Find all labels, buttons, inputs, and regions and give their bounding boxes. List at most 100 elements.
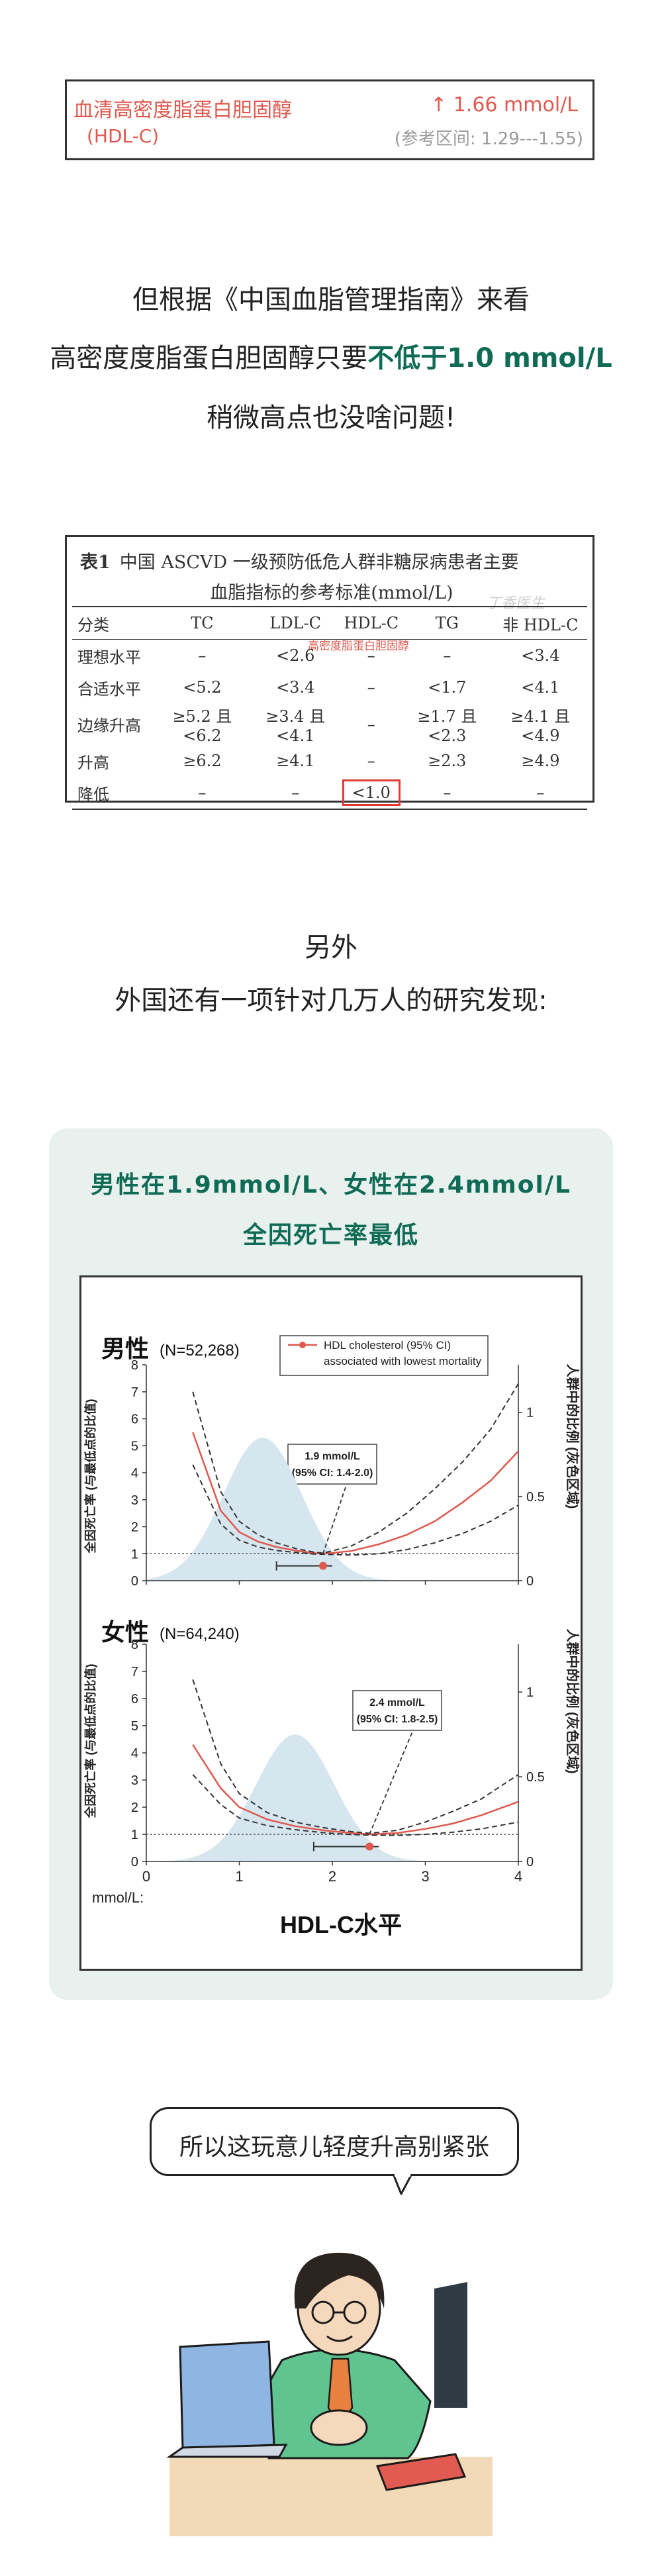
men-y-tick-label: 4 <box>131 1466 138 1481</box>
men-ci-line <box>192 1464 519 1556</box>
men-population-area <box>146 1437 518 1581</box>
table-cell: ≥4.1 且<4.9 <box>510 707 571 745</box>
x-tick-label: 2 <box>328 1868 336 1885</box>
women-y-tick-label: 7 <box>131 1665 138 1679</box>
women-y2-axis-label: 人群中的比例 (灰色区域) <box>565 1629 581 1774</box>
women-y-tick-label: 3 <box>131 1773 138 1788</box>
study-panel: 男性在1.9mmol/L、女性在2.4mmol/L 全因死亡率最低 男性 (N=… <box>49 1128 613 2000</box>
intro-line-2-text: 高密度度脂蛋白胆固醇只要 <box>50 343 368 373</box>
header-hdl: HDL-C <box>344 614 399 632</box>
men-annotation-arrow <box>322 1485 347 1554</box>
table-cell: ≥4.9 <box>521 752 560 770</box>
x-tick-label: 3 <box>421 1868 429 1885</box>
men-y2-tick-label: 0.5 <box>526 1490 545 1505</box>
transition-line-2: 外国还有一项针对几万人的研究发现: <box>115 985 547 1016</box>
table-cell: ≥5.2 且<6.2 <box>172 707 232 745</box>
women-annotation-arrow <box>369 1731 413 1835</box>
men-y-axis-label: 全因死亡率 (与最低点的比值) <box>83 1399 97 1554</box>
speech-bubble-text: 所以这玩意儿轻度升高别紧张 <box>179 2134 489 2161</box>
x-tick-label: 1 <box>235 1868 243 1885</box>
men-annotation-line-1: 1.9 mmol/L <box>305 1451 360 1462</box>
table-row: 理想水平 – <2.6 – – <3.4 <box>72 640 587 672</box>
lab-reference-range: (参考区间: 1.29---1.55) <box>394 129 583 149</box>
men-y-tick-label: 5 <box>131 1439 138 1454</box>
header-non-hdl: 非 HDL-C <box>502 615 579 634</box>
study-title-2: 全因死亡率最低 <box>242 1222 419 1249</box>
legend-marker <box>299 1342 306 1348</box>
women-optimum-marker <box>365 1842 374 1851</box>
table-row: 升高 ≥6.2 ≥4.1 – ≥2.3 ≥4.9 <box>72 745 587 777</box>
x-tick-label: 0 <box>142 1868 150 1885</box>
men-y-tick-label: 1 <box>131 1547 138 1561</box>
table-row: 降低 – – <1.0 – – <box>72 777 587 809</box>
men-y-tick-label: 6 <box>131 1412 138 1427</box>
women-y2-tick-label: 0 <box>526 1855 534 1869</box>
table-cell: – <box>367 715 375 734</box>
women-y-axis-label: 全因死亡率 (与最低点的比值) <box>83 1664 97 1819</box>
men-label: 男性 <box>101 1335 149 1362</box>
women-y2-tick-label: 1 <box>526 1685 534 1700</box>
intro-line-2: 高密度度脂蛋白胆固醇只要不低于1.0 mmol/L <box>0 336 662 375</box>
table-cell: ≥2.3 <box>428 752 467 770</box>
x-unit-label: mmol/L: <box>92 1889 144 1906</box>
lab-test-value: ↑ 1.66 mmol/L <box>430 93 578 117</box>
mortality-chart-figure: 男性 (N=52,268) HDL cholesterol (95% CI) a… <box>79 1275 583 1971</box>
women-label: 女性 <box>101 1618 149 1646</box>
hdl-low-highlight: <1.0 <box>342 779 401 806</box>
women-y-tick-label: 5 <box>131 1719 138 1734</box>
table-cell: <3.4 <box>521 646 560 665</box>
women-n: (N=64,240) <box>160 1625 240 1643</box>
table-cell: <1.7 <box>428 678 467 697</box>
table-cell: – <box>367 678 375 697</box>
table-cell: <4.1 <box>521 678 560 697</box>
men-y-tick-label: 3 <box>131 1493 138 1508</box>
chair-icon <box>434 2282 467 2408</box>
transition-line-1: 另外 <box>305 932 357 963</box>
intro-line-3: 稍微高点也没啥问题! <box>206 403 456 433</box>
men-optimum-marker <box>318 1561 327 1570</box>
x-tick-label: 4 <box>514 1868 522 1885</box>
table-title: 中国 ASCVD 一级预防低危人群非糖尿病患者主要 <box>119 552 519 573</box>
women-annotation-line-1: 2.4 mmol/L <box>369 1697 425 1709</box>
table-cell: 理想水平 <box>77 648 141 667</box>
book-icon <box>375 2453 467 2491</box>
table-caption: 表1 中国 ASCVD 一级预防低危人群非糖尿病患者主要 血脂指标的参考标准(mm… <box>80 548 583 609</box>
header-category: 分类 <box>77 615 109 634</box>
women-y-tick-label: 2 <box>131 1801 138 1815</box>
header-tg: TG <box>435 614 459 632</box>
table-cell: – <box>198 783 207 802</box>
table-cell: 边缘升高 <box>77 717 141 735</box>
legend-text-2: associated with lowest mortality <box>324 1355 482 1367</box>
lipid-reference-table: 分类 TC LDL-C HDL-C TG 非 HDL-C 理想水平 – <2.6… <box>72 606 587 810</box>
women-y-tick-label: 8 <box>131 1638 138 1652</box>
men-n: (N=52,268) <box>160 1342 240 1360</box>
table-cell: 降低 <box>77 785 109 804</box>
men-y2-tick-label: 0 <box>526 1574 534 1589</box>
women-y-tick-label: 6 <box>131 1692 138 1707</box>
table-row: 合适水平 <5.2 <3.4 – <1.7 <4.1 <box>72 671 587 703</box>
men-y2-axis-label: 人群中的比例 (灰色区域) <box>565 1364 581 1509</box>
plot-layer: 0 1 2 3 4 5 6 7 8 0 0.5 1 0 1 2 3 4 5 6 7 8 0 0.5 1 0 1 2 3 4 <box>131 1358 545 1885</box>
table-cell: – <box>443 783 451 802</box>
women-estimate-line <box>192 1744 519 1836</box>
legend-box <box>279 1335 489 1376</box>
table-cell: – <box>367 646 375 665</box>
mortality-chart: 男性 (N=52,268) HDL cholesterol (95% CI) a… <box>83 1335 581 1938</box>
lab-result-card: 血清高密度脂蛋白胆固醇 (HDL-C) ↑ 1.66 mmol/L (参考区间:… <box>65 79 594 160</box>
table-cell: <2.6 <box>276 646 315 665</box>
table-cell: <5.2 <box>183 678 222 697</box>
study-title-1: 男性在1.9mmol/L、女性在2.4mmol/L <box>91 1171 571 1199</box>
hdl-red-tag: 高密度脂蛋白胆固醇 <box>308 640 409 653</box>
table-label: 表1 <box>80 552 111 573</box>
table-cell: – <box>536 783 545 802</box>
men-y-tick-label: 7 <box>131 1385 138 1400</box>
table-subtitle: 血脂指标的参考标准(mmol/L) <box>210 583 453 603</box>
table-cell: ≥6.2 <box>183 752 222 770</box>
men-y-tick-label: 2 <box>131 1520 138 1535</box>
women-ci-line <box>192 1679 519 1834</box>
table-cell: 合适水平 <box>77 679 141 699</box>
table-cell: – <box>443 646 451 665</box>
table-cell: ≥3.4 且<4.1 <box>265 707 326 745</box>
watermark-logo: 丁香医生 <box>486 595 545 612</box>
women-y2-tick-label: 0.5 <box>526 1770 545 1785</box>
